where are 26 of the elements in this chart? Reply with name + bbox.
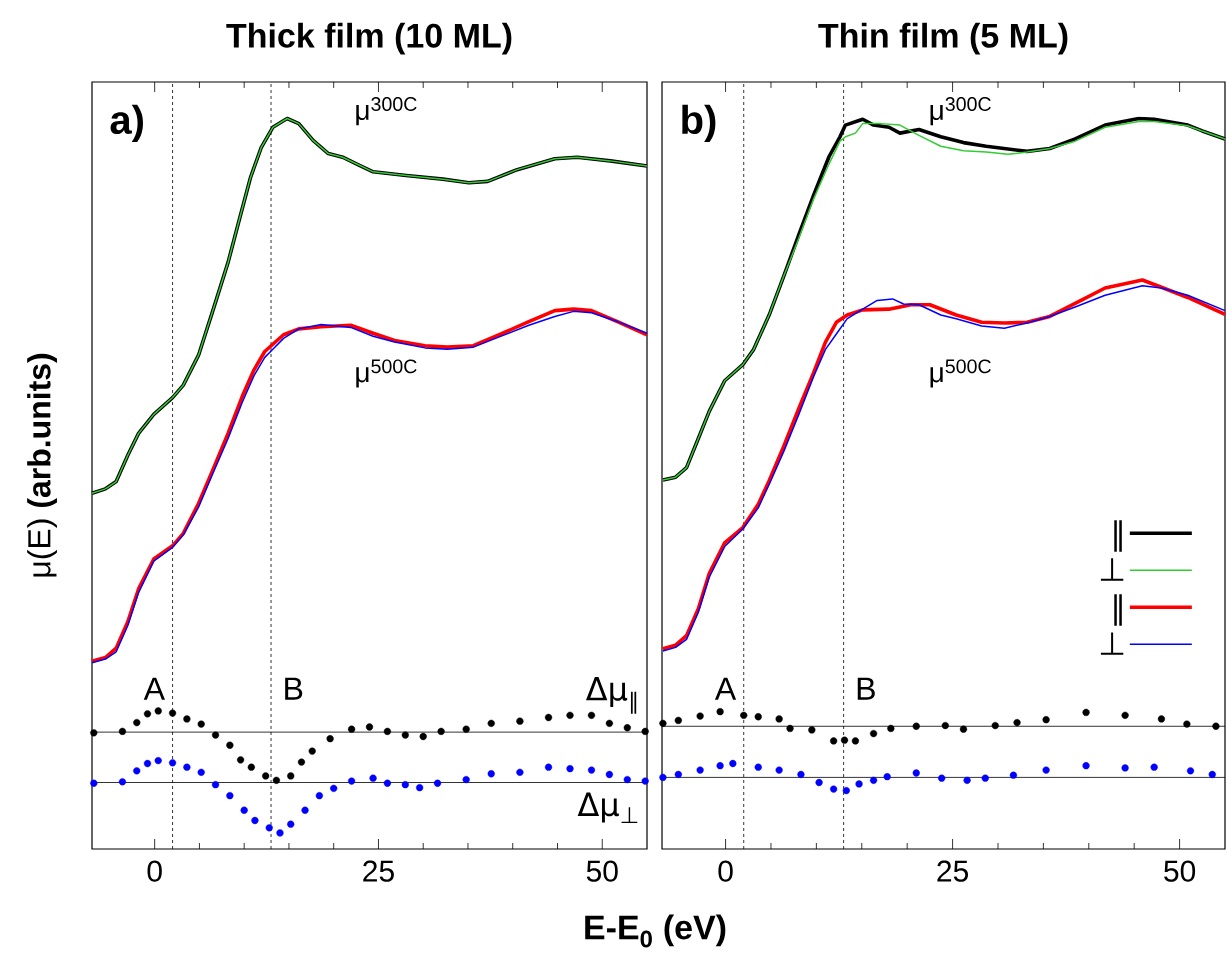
- annotation: μ$^{300C}$: [356, 97, 417, 126]
- annotation: μ$^{500C}$: [930, 359, 991, 388]
- annotation: b): [682, 104, 716, 142]
- x-tick-label: 25: [363, 860, 394, 882]
- annotation: μ$^{500C}$: [356, 359, 417, 388]
- annotation: μ$^{300C}$: [930, 97, 991, 126]
- ref-line-label: A: [143, 677, 165, 700]
- x-tick-label: 25: [937, 860, 969, 882]
- x-tick-label: 50: [1164, 860, 1196, 882]
- x-tick-label: 0: [718, 860, 733, 882]
- x-tick-label: 50: [586, 860, 618, 882]
- legend-label: ⊥: [1100, 558, 1124, 581]
- x-tick-label: 0: [147, 860, 162, 882]
- legend-label: ∥: [1114, 520, 1122, 552]
- series-label: Δμ$_{∥}$: [585, 677, 637, 714]
- ref-line-label: B: [285, 677, 303, 700]
- series-label: Δμ$_{⊥}$: [577, 792, 638, 824]
- chart-title: Thin film (5 ML): [818, 22, 1068, 55]
- legend-label: ⊥: [1100, 632, 1124, 655]
- annotation: a): [110, 104, 143, 142]
- x-axis-title: E-E$_{0}$ (eV): [585, 914, 726, 948]
- ref-line-label: B: [857, 677, 875, 700]
- legend-label: ∥: [1114, 594, 1122, 626]
- chart-title: Thick film (10 ML): [226, 22, 512, 55]
- ref-line-label: A: [714, 677, 737, 700]
- y-axis-title: μ(E) (arb.units): [27, 353, 57, 577]
